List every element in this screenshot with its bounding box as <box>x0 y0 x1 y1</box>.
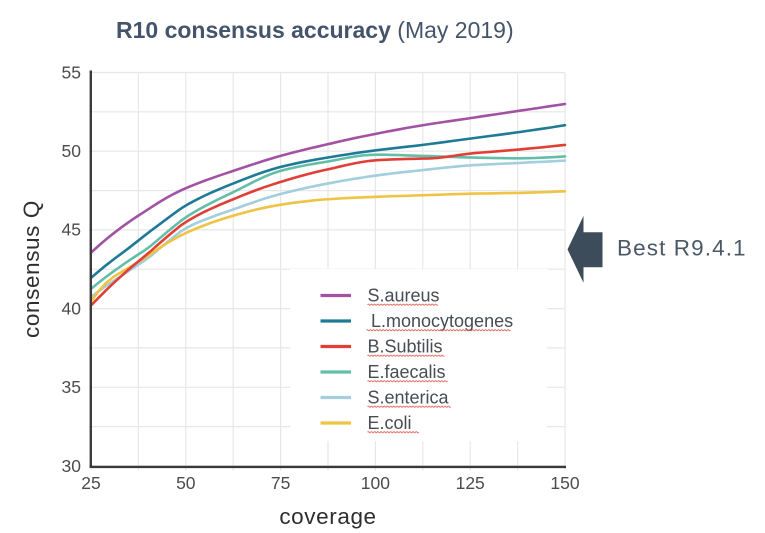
svg-text:S.enterica: S.enterica <box>368 388 450 408</box>
svg-text:55: 55 <box>62 62 81 82</box>
svg-text:consensus Q: consensus Q <box>19 200 44 338</box>
svg-text:150: 150 <box>550 473 579 493</box>
svg-text:E.faecalis: E.faecalis <box>368 362 446 382</box>
svg-text:coverage: coverage <box>279 504 376 529</box>
svg-text:45: 45 <box>62 220 81 240</box>
svg-text:R10 consensus accuracy (May 20: R10 consensus accuracy (May 2019) <box>116 17 514 43</box>
svg-text:25: 25 <box>81 473 100 493</box>
svg-text:50: 50 <box>62 141 82 161</box>
svg-text:E.coli: E.coli <box>368 413 412 433</box>
svg-text:S.aureus: S.aureus <box>368 286 440 306</box>
svg-text:B.Subtilis: B.Subtilis <box>368 337 443 357</box>
svg-text:Best R9.4.1: Best R9.4.1 <box>617 236 747 261</box>
svg-text:35: 35 <box>62 377 81 397</box>
svg-text:40: 40 <box>62 298 82 318</box>
svg-text:L.monocytogenes: L.monocytogenes <box>371 311 513 331</box>
svg-text:125: 125 <box>456 473 485 493</box>
svg-text:100: 100 <box>361 473 390 493</box>
svg-text:75: 75 <box>271 473 290 493</box>
svg-text:50: 50 <box>176 473 196 493</box>
svg-text:30: 30 <box>62 456 82 476</box>
